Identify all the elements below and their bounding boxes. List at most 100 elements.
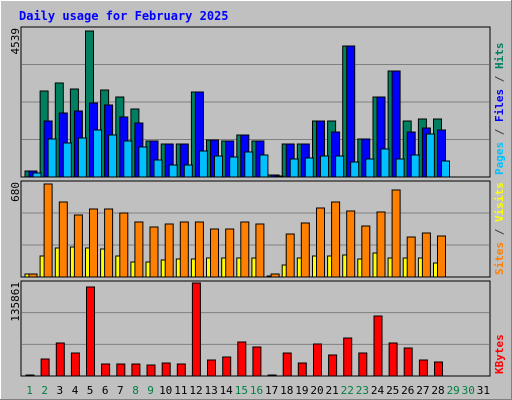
x-tick-label: 13 [204,384,217,397]
bar-pages-day-12 [198,150,208,178]
x-tick-label: 25 [386,384,399,397]
x-tick-label: 18 [280,384,293,397]
panel-kbytes: 135861 KBytes [9,280,506,377]
bar-pages-day-16 [259,154,269,178]
bar-sites-day-15 [240,221,250,278]
bar-sites-day-11 [179,221,189,278]
bar-kbytes-day-5 [86,286,95,377]
x-tick-label: 6 [102,384,109,397]
bar-sites-day-9 [149,226,159,278]
x-tick-label: 26 [401,384,414,397]
bar-kbytes-day-28 [434,361,443,377]
bar-sites-day-6 [104,208,114,278]
bar-sites-day-3 [58,201,68,278]
x-tick-label: 14 [220,384,234,397]
bar-kbytes-day-19 [297,362,307,377]
x-tick-label: 7 [117,384,124,397]
bar-sites-day-13 [210,228,219,278]
bar-sites-day-12 [194,221,204,278]
bar-kbytes-day-23 [358,352,368,377]
bar-kbytes-day-17 [267,374,277,377]
bar-kbytes-day-25 [388,342,398,377]
x-tick-label: 30 [462,384,475,397]
bar-sites-day-16 [255,223,265,278]
bar-sites-day-27 [421,232,431,278]
bar-kbytes-day-13 [207,359,216,377]
bar-pages-day-15 [244,151,254,178]
y-max-label: 135861 [9,282,22,322]
bar-pages-day-26 [410,154,420,178]
bar-sites-day-2 [43,183,53,278]
bar-pages-day-20 [320,155,329,178]
legend-item: Pages [493,142,506,175]
bar-pages-day-25 [395,158,405,178]
x-tick-label: 8 [132,384,139,397]
y-max-label: 4539 [9,28,22,55]
bar-kbytes-day-14 [222,356,232,377]
bar-kbytes-day-7 [116,363,126,377]
bar-sites-day-17 [270,273,280,278]
bar-pages-day-4 [77,137,87,178]
bar-kbytes-day-8 [131,363,141,377]
bar-pages-day-5 [93,129,102,178]
legend-item: / [493,122,506,142]
x-tick-label: 31 [477,384,490,397]
bar-pages-day-23 [365,158,375,178]
legend-item: KBytes [493,334,506,374]
x-tick-label: 2 [41,384,48,397]
bar-pages-day-28 [441,160,450,178]
bar-sites-day-5 [89,208,98,278]
bar-pages-day-10 [168,164,178,178]
x-tick-label: 19 [295,384,308,397]
x-tick-label: 17 [265,384,278,397]
bar-pages-day-3 [62,142,72,178]
bar-sites-day-26 [406,236,416,278]
x-tick-label: 21 [325,384,338,397]
bar-pages-day-6 [108,134,118,178]
bar-pages-day-7 [123,140,133,178]
x-tick-label: 28 [431,384,444,397]
x-tick-label: 23 [356,384,369,397]
bar-sites-day-23 [361,225,371,278]
x-tick-label: 29 [447,384,460,397]
bar-pages-day-22 [350,161,360,178]
chart-title: Daily usage for February 2025 [19,9,229,23]
legend-visits-sites: Sites / Visits [493,182,506,275]
bar-kbytes-day-2 [40,358,50,377]
bar-kbytes-day-27 [418,359,428,377]
x-tick-label: 16 [250,384,263,397]
bar-pages-day-9 [153,159,163,178]
bar-kbytes-day-24 [373,315,383,377]
bar-kbytes-day-22 [343,337,353,377]
x-tick-label: 9 [147,384,154,397]
bar-sites-day-28 [437,235,446,278]
bar-sites-day-4 [73,214,83,278]
panel-hits-files-pages: 4539 Pages / Files / Hits [9,26,506,178]
x-tick-label: 22 [341,384,354,397]
bar-pages-day-21 [335,155,345,178]
bar-sites-day-22 [346,210,356,278]
bar-kbytes-day-20 [313,343,322,377]
bar-sites-day-25 [391,189,401,278]
bar-files-day-22 [346,45,356,178]
legend-item: / [493,69,506,89]
x-tick-label: 12 [189,384,202,397]
bar-pages-day-18 [289,158,299,178]
bar-sites-day-10 [164,223,174,278]
x-tick-label: 1 [26,384,33,397]
x-tick-label: 4 [72,384,79,397]
bar-kbytes-day-18 [282,352,292,377]
x-tick-label: 24 [371,384,385,397]
bar-pages-day-19 [304,157,314,178]
bar-sites-day-20 [316,207,325,278]
x-tick-label: 3 [56,384,63,397]
bar-kbytes-day-15 [237,341,247,377]
bar-sites-day-24 [376,211,386,278]
x-tick-label: 20 [310,384,323,397]
panel-visits-sites: 680 Sites / Visits [9,180,506,278]
bar-pages-day-27 [425,133,435,178]
bar-pages-day-24 [380,148,390,178]
bar-pages-day-2 [47,138,57,178]
bar-sites-day-8 [134,221,144,278]
bar-kbytes-day-1 [25,374,35,377]
